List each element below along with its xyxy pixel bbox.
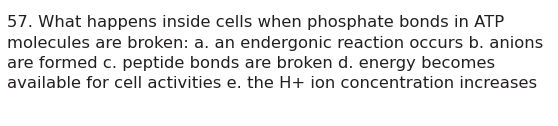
Text: 57. What happens inside cells when phosphate bonds in ATP
molecules are broken: : 57. What happens inside cells when phosp… xyxy=(7,15,543,91)
